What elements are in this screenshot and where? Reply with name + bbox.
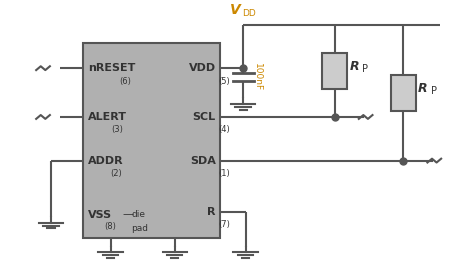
Text: nRESET: nRESET bbox=[88, 63, 135, 73]
Text: (4): (4) bbox=[218, 125, 230, 134]
Text: P: P bbox=[362, 64, 368, 74]
Bar bbox=[322, 53, 347, 89]
Text: 100nF: 100nF bbox=[253, 63, 262, 91]
Text: P: P bbox=[431, 86, 437, 96]
Text: (3): (3) bbox=[112, 125, 123, 134]
Bar bbox=[391, 75, 416, 111]
Text: (2): (2) bbox=[111, 169, 122, 178]
Text: R: R bbox=[349, 60, 359, 73]
Text: (6): (6) bbox=[119, 77, 131, 86]
Text: VSS: VSS bbox=[88, 210, 112, 220]
Text: (5): (5) bbox=[218, 77, 230, 86]
Text: pad: pad bbox=[131, 224, 148, 233]
Text: ADDR: ADDR bbox=[88, 155, 123, 166]
Text: SDA: SDA bbox=[190, 155, 216, 166]
Text: DD: DD bbox=[242, 9, 256, 18]
Text: R: R bbox=[207, 207, 216, 217]
Text: (8): (8) bbox=[105, 221, 117, 230]
Text: SCL: SCL bbox=[193, 112, 216, 122]
Text: (1): (1) bbox=[218, 169, 230, 178]
Text: —: — bbox=[122, 210, 133, 220]
Text: ALERT: ALERT bbox=[88, 112, 127, 122]
Text: die: die bbox=[131, 210, 145, 219]
Text: R: R bbox=[418, 82, 428, 95]
Text: (7): (7) bbox=[218, 220, 230, 229]
Bar bbox=[83, 43, 220, 238]
Text: V: V bbox=[230, 3, 241, 17]
Text: VDD: VDD bbox=[189, 63, 216, 73]
